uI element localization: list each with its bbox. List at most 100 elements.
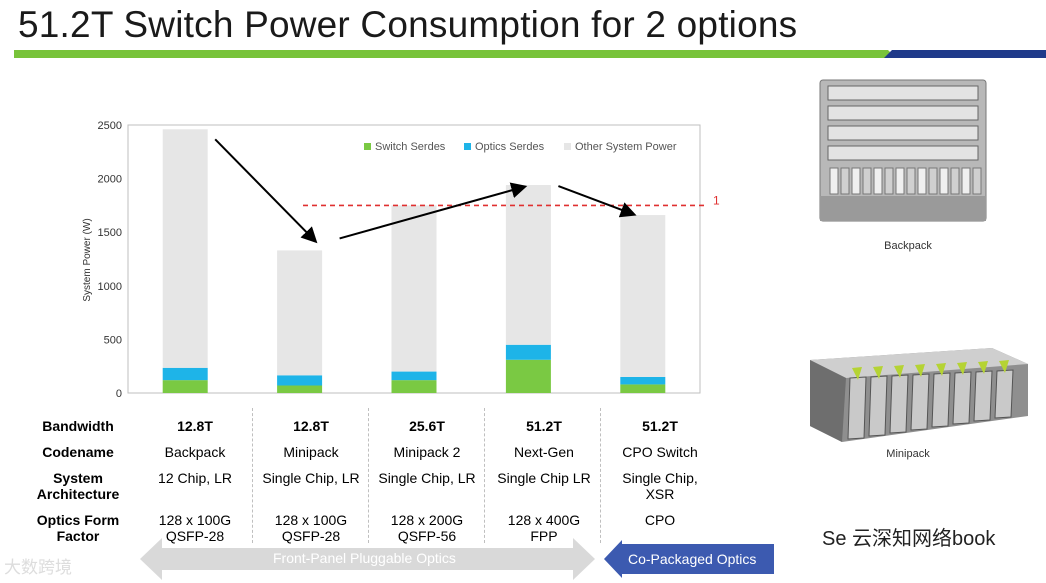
optics-cell: 128 x 100G <box>158 512 232 528</box>
bandwidth-cell: 12.8T <box>293 418 329 434</box>
other-power-bar <box>620 215 666 377</box>
column-separator <box>252 408 253 543</box>
architecture-cell: 12 Chip, LR <box>158 470 232 486</box>
pim-module <box>973 370 993 422</box>
backpack-chassis-image <box>819 79 987 222</box>
bandwidth-cell: 25.6T <box>409 418 445 434</box>
y-tick-label: 2500 <box>98 120 122 132</box>
column-separator <box>600 408 601 543</box>
column-separator <box>484 408 485 543</box>
fabric-card <box>950 167 960 195</box>
optics-serdes-bar <box>505 344 551 360</box>
other-power-bar <box>277 250 323 376</box>
row-label: Factor <box>56 528 100 544</box>
legend-label: Switch Serdes <box>375 141 446 153</box>
codename-cell: Minipack 2 <box>393 444 461 460</box>
fabric-card <box>873 167 883 195</box>
pim-handle <box>915 364 925 377</box>
optics-cell: FPP <box>530 528 558 544</box>
y-tick-label: 1000 <box>98 281 122 293</box>
switch-serdes-bar <box>391 380 437 393</box>
y-tick-label: 2000 <box>98 174 122 186</box>
pim-handle <box>852 367 862 380</box>
legend-swatch <box>364 143 371 150</box>
pim-module <box>889 374 909 434</box>
line-card <box>827 125 979 141</box>
y-tick-label: 0 <box>116 388 122 400</box>
pim-module <box>910 373 930 431</box>
slide-title: 51.2T Switch Power Consumption for 2 opt… <box>18 4 798 45</box>
optics-serdes-bar <box>277 375 323 386</box>
optics-cell: 128 x 400G <box>507 512 581 528</box>
watermark-right: Se 云深知网络book <box>822 528 996 550</box>
pim-module <box>931 372 951 428</box>
line-card <box>827 85 979 101</box>
bandwidth-cell: 51.2T <box>642 418 678 434</box>
pim-handle <box>894 365 904 378</box>
row-label: Optics Form <box>36 512 120 528</box>
optics-cell: QSFP-28 <box>281 528 341 544</box>
pluggable-optics-arrow <box>140 538 595 580</box>
other-power-bar <box>391 205 437 372</box>
codename-cell: CPO Switch <box>622 444 698 460</box>
trend-arrow <box>339 182 528 240</box>
fabric-card <box>840 167 850 195</box>
switch-serdes-bar <box>620 384 666 393</box>
fabric-card <box>961 167 971 195</box>
pluggable-optics-label: Front-Panel Pluggable Optics <box>273 550 456 566</box>
architecture-cell: Single Chip, <box>622 470 698 486</box>
pim-module <box>952 371 972 425</box>
fabric-card <box>939 167 949 195</box>
trend-arrow <box>558 185 637 218</box>
row-label: Architecture <box>36 486 120 502</box>
row-label: Bandwidth <box>42 418 114 434</box>
optics-serdes-bar <box>620 376 666 385</box>
architecture-cell: Single Chip, LR <box>378 470 476 486</box>
minipack-chassis-image <box>810 348 1028 442</box>
fabric-card <box>906 167 916 195</box>
codename-cell: Minipack <box>283 444 339 460</box>
fabric-card <box>917 167 927 195</box>
switch-serdes-bar <box>277 385 323 393</box>
pim-handle <box>999 360 1009 373</box>
architecture-cell: Single Chip LR <box>497 470 591 486</box>
line-card <box>827 145 979 161</box>
trend-arrow <box>214 138 318 244</box>
fabric-card <box>928 167 938 195</box>
y-tick-label: 500 <box>104 334 122 346</box>
minipack-caption: Minipack <box>886 448 930 460</box>
legend-swatch <box>564 143 571 150</box>
watermark-left: 大数跨境 <box>4 558 72 577</box>
power-chart: System Power (W) 0 500 1000 1500 2000 2500 175… <box>82 120 720 400</box>
optics-cell: CPO <box>644 512 676 528</box>
fabric-card <box>862 167 872 195</box>
optics-cell: 128 x 200G <box>390 512 464 528</box>
co-packaged-optics-label: Co-Packaged Optics <box>628 551 757 567</box>
optics-serdes-bar <box>162 367 208 381</box>
fabric-card <box>851 167 861 195</box>
row-label: Codename <box>42 444 114 460</box>
optics-serdes-bar <box>391 371 437 381</box>
switch-serdes-bar <box>162 380 208 393</box>
other-power-bar <box>162 129 208 368</box>
y-axis-label: System Power (W) <box>82 218 93 301</box>
architecture-cell: XSR <box>645 486 675 502</box>
optics-cell: 128 x 100G <box>274 512 348 528</box>
bandwidth-cell: 51.2T <box>526 418 562 434</box>
fabric-card <box>895 167 905 195</box>
bandwidth-cell: 12.8T <box>177 418 213 434</box>
fabric-card <box>829 167 839 195</box>
co-packaged-optics-arrow <box>604 540 774 578</box>
codename-cell: Next-Gen <box>514 444 574 460</box>
fabric-card <box>972 167 982 195</box>
pim-handle <box>873 366 883 379</box>
pim-module <box>847 376 867 440</box>
pim-handle <box>936 363 946 376</box>
legend-label: Other System Power <box>575 141 677 153</box>
optics-cell: QSFP-28 <box>165 528 225 544</box>
threshold-label: 1750 W <box>713 193 720 207</box>
legend-swatch <box>464 143 471 150</box>
legend-label: Optics Serdes <box>475 141 545 153</box>
navy-rule <box>884 50 1046 58</box>
optics-cell: QSFP-56 <box>397 528 457 544</box>
